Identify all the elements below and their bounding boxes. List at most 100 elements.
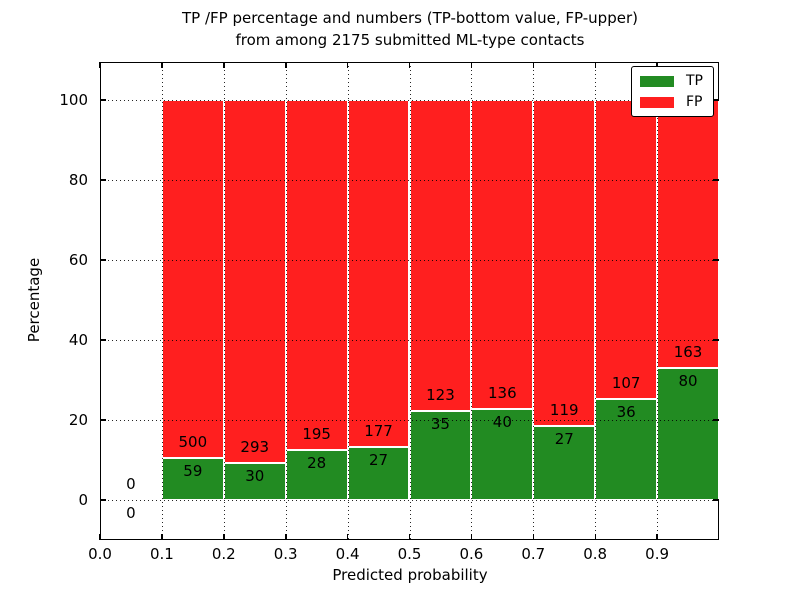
fp-count-label: 136 [488, 384, 517, 403]
x-tick-mark-top [285, 62, 287, 68]
fp-bar-segment [409, 100, 472, 412]
x-tick-label: 0.3 [273, 545, 298, 563]
x-tick-mark-top [161, 62, 163, 68]
fp-count-label: 123 [426, 386, 455, 405]
x-tick-mark [99, 534, 101, 540]
x-tick-mark-top [470, 62, 473, 68]
gridline-vertical [657, 62, 659, 540]
tp-count-label: 28 [307, 453, 327, 472]
gridline-vertical [285, 62, 287, 540]
legend: TP FP [631, 66, 714, 117]
y-tick-label: 20 [68, 411, 88, 429]
fp-bar-segment [161, 100, 224, 458]
gridline-vertical [471, 62, 473, 540]
x-tick-label: 0.5 [397, 545, 422, 563]
x-tick-mark [346, 534, 349, 540]
gridline-vertical [533, 62, 535, 540]
fp-bar-segment [347, 100, 410, 448]
x-tick-mark-top [223, 62, 225, 68]
fp-bar-segment [471, 100, 534, 410]
tp-bar-segment [347, 447, 410, 500]
x-tick-label: 0.8 [583, 545, 608, 563]
legend-label-tp: TP [686, 73, 703, 89]
tp-swatch-icon [640, 75, 674, 87]
y-tick-mark [100, 179, 106, 181]
fp-count-label: 500 [178, 432, 208, 451]
legend-label-fp: FP [686, 94, 703, 110]
x-tick-mark [223, 534, 225, 540]
x-tick-mark-top [408, 62, 411, 68]
gridline-vertical [595, 62, 597, 540]
chart-title-line-1: TP /FP percentage and numbers (TP-bottom… [182, 9, 638, 27]
fp-bar-segment [285, 100, 348, 450]
y-tick-mark-right [713, 499, 719, 501]
tp-count-label: 27 [368, 451, 389, 470]
y-tick-mark [100, 99, 106, 101]
tp-count-label: 36 [616, 403, 636, 422]
fp-count-label: 177 [364, 422, 393, 441]
fp-bar-segment [223, 100, 286, 463]
tp-bar-segment [161, 457, 224, 500]
y-tick-mark-right [713, 419, 719, 421]
tp-count-label: 27 [554, 430, 574, 448]
tp-count-label: 35 [430, 415, 450, 434]
y-tick-mark-right [713, 259, 719, 261]
x-tick-label: 0.6 [459, 545, 484, 563]
x-tick-mark [594, 534, 596, 540]
x-tick-mark [470, 534, 473, 540]
tp-bar-segment [285, 449, 348, 500]
gridline-vertical [409, 62, 411, 540]
y-tick-mark-right [713, 99, 719, 101]
x-tick-label: 0.1 [149, 545, 174, 563]
y-tick-label: 60 [68, 251, 88, 269]
x-tick-mark-top [532, 62, 535, 68]
x-axis-label: Predicted probability [332, 566, 488, 584]
y-tick-mark [100, 419, 106, 421]
fp-count-label: 163 [673, 343, 703, 362]
gridline-vertical [347, 62, 349, 540]
gridline-vertical [161, 62, 163, 540]
y-tick-label: 100 [59, 91, 88, 109]
tp-bar-segment [223, 462, 286, 500]
x-tick-mark [408, 534, 411, 540]
plot-area: TP FP 0 0 500 59 293 30 195 28 177 27 123 35 136 40 11… [99, 62, 719, 540]
x-tick-mark-top [346, 62, 349, 68]
tp-count-label: 59 [183, 461, 203, 480]
fp-count-label: 119 [549, 401, 579, 419]
x-tick-label: 0.0 [88, 545, 112, 563]
y-tick-mark-right [713, 179, 719, 181]
y-tick-label: 40 [68, 331, 88, 349]
x-tick-label: 0.9 [645, 545, 670, 563]
tp-count-label: 80 [678, 372, 698, 391]
fp-bar-segment [533, 100, 596, 426]
y-tick-mark [100, 259, 106, 261]
fp-bar-segment [595, 100, 658, 400]
fp-count-label: 293 [240, 437, 270, 456]
fp-count-label: 107 [611, 374, 641, 393]
y-tick-mark [100, 499, 106, 501]
x-tick-mark-top [594, 62, 596, 68]
y-tick-label: 80 [68, 171, 88, 189]
x-tick-label: 0.7 [521, 545, 546, 563]
y-tick-label: 0 [78, 491, 88, 509]
gridline-vertical [223, 62, 225, 540]
y-tick-mark-right [713, 339, 719, 341]
tp-bar-segment [657, 368, 719, 500]
x-tick-label: 0.2 [211, 545, 236, 563]
fp-count-label: 0 [126, 475, 136, 493]
x-tick-mark [285, 534, 287, 540]
fp-count-label: 195 [302, 424, 331, 443]
legend-item-fp: FP [640, 95, 703, 109]
x-tick-mark [656, 534, 658, 540]
chart-title-line-2: from among 2175 submitted ML-type contac… [235, 31, 585, 49]
x-tick-mark [161, 534, 163, 540]
tp-count-label: 40 [492, 413, 512, 432]
y-tick-mark [100, 339, 106, 341]
tp-count-label: 0 [126, 504, 136, 522]
x-tick-mark-top [99, 62, 101, 68]
x-tick-label: 0.4 [335, 545, 360, 563]
fp-swatch-icon [640, 96, 674, 108]
tp-count-label: 30 [245, 466, 265, 485]
tp-bar-segment [471, 409, 534, 500]
